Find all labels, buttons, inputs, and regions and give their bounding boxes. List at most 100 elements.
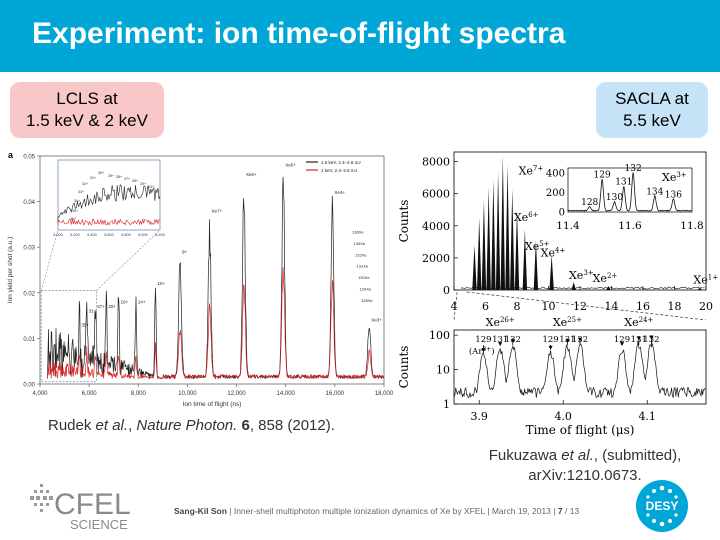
y-tick-label: 4000 [422, 220, 450, 233]
y-axis-title: Counts [397, 200, 411, 243]
arrow-head [498, 342, 503, 347]
inset-y-tick: 400 [546, 168, 565, 179]
slide-title: Experiment: ion time-of-flight spectra [32, 17, 566, 50]
ion-charge: 5+ [539, 240, 549, 248]
title-bar [0, 0, 720, 72]
x-tick-label: 14,000 [277, 391, 296, 397]
x-tick-label: 18 [668, 300, 682, 313]
spectrum-peak [697, 287, 702, 290]
ion-symbol: Xe [541, 246, 555, 259]
spectrum-peak [486, 187, 491, 290]
isotope-label: 136 [665, 190, 682, 200]
spectrum-peak [500, 155, 506, 290]
inset-ion-label: Xe3+ [662, 171, 687, 184]
inset-peak-label: 32+ [82, 182, 88, 186]
isotope-label: 130 [606, 193, 623, 203]
x-tick-label: 4.0 [554, 410, 572, 423]
y-tick-label: 0.01 [23, 337, 35, 343]
spectrum-peak [495, 171, 501, 290]
cfel-science: SCIENCE [70, 517, 128, 532]
peak-label: Xe4+ [334, 190, 345, 195]
inset-peak-label: 24+ [148, 185, 154, 189]
legend-label: 1.5 keV, 2.4–2.6 mJ [321, 160, 361, 165]
y-tick-label: 6000 [422, 188, 450, 201]
lcls-label-box: LCLS at 1.5 keV & 2 keV [10, 82, 164, 138]
ion-symbol: Xe [553, 316, 567, 329]
inset-x-tick: 5,600 [104, 233, 114, 237]
x-tick-label: 16,000 [326, 391, 345, 397]
zoom-connector [96, 229, 161, 291]
inset-peak-label: 34+ [74, 199, 80, 203]
cite2-etal: et al. [561, 447, 594, 464]
y-tick-label: 0.03 [23, 246, 35, 252]
inset-peak-label: 28+ [116, 175, 122, 179]
y-tick-label: 0.02 [23, 291, 35, 297]
peak-label: 20+ [108, 304, 116, 309]
y-tick-label: 0.04 [23, 200, 35, 206]
desy-wordmark: DESY [646, 499, 679, 513]
footer-date: March 19, 2013 [491, 506, 551, 516]
ion-symbol: Xe [593, 272, 607, 285]
isotope-label: 129 [475, 335, 491, 345]
ion-charge: 8+ [482, 346, 491, 353]
y-axis-title: Counts [397, 346, 411, 389]
lcls-tof-chart: a 0.00 0.01 0.02 0.03 0.04 0.05 4,000 6,000 8,000… [7, 150, 394, 408]
cite-volume: 6 [241, 417, 250, 434]
inset-peak-label: 33+ [78, 190, 84, 194]
peak-label: 31+ [89, 309, 97, 314]
legend-label: 2 keV, 2.4–2.6 mJ [321, 168, 357, 173]
ion-charge: 7+ [533, 164, 543, 172]
x-tick-label: 12 [573, 300, 587, 313]
ion-charge: 26+ [500, 316, 515, 324]
ion-charge: 3+ [676, 171, 686, 179]
ion-symbol: Xe [525, 240, 539, 253]
x-tick-label: 3.9 [470, 410, 488, 423]
x-tick-label: 20 [699, 300, 713, 313]
ion-symbol: Xe [693, 274, 707, 287]
x-tick-label: 12,000 [227, 391, 246, 397]
baseline-trace [461, 286, 705, 290]
ion-symbol: Xe [662, 171, 676, 184]
spectrum-peak [522, 229, 528, 290]
ion-label: Xe1+ [693, 274, 718, 287]
isotope-label: 136Xe [352, 230, 364, 235]
arrow-head [636, 336, 641, 341]
isotope-label: 131 [615, 178, 632, 188]
cite-rest: , 858 (2012). [249, 417, 335, 434]
spectrum-peak [481, 200, 487, 290]
peak-label: 35+ [81, 322, 89, 327]
spectrum-trace [453, 342, 706, 399]
isotope-label: 134Xe [354, 241, 366, 246]
x-tick-label: 10,000 [178, 391, 197, 397]
paren: ) [491, 346, 494, 357]
arrow-head [649, 335, 654, 340]
desy-logo: DESY [636, 480, 688, 532]
ion-charge: 3+ [583, 269, 593, 277]
cite-authors: Rudek [48, 417, 96, 434]
ion-label: Xe4+ [541, 246, 566, 259]
x-axis-title: Ion time of flight (ns) [183, 401, 242, 408]
isotope-label: 131Xe [357, 264, 369, 269]
isotope-label: 129 [542, 335, 558, 345]
inset-peak-label: 36+ [70, 217, 76, 221]
sacla-citation: Fukuzawa et al., (submitted), arXiv:1210… [470, 446, 700, 486]
peak-label: 10+ [157, 281, 165, 286]
inset-x-tick: 5,400 [87, 233, 97, 237]
peak-label: Xe7+ [212, 208, 223, 213]
isotope-label: 128Xe [361, 298, 373, 303]
x-tick-label: 4.1 [638, 410, 656, 423]
ion-group-label: Xe25+ [553, 316, 582, 329]
ion-symbol: Xe [486, 316, 500, 329]
footer-talk-title: Inner-shell multiphoton multiple ionizat… [233, 506, 485, 516]
footer-author: Sang-Kil Son [174, 506, 227, 516]
y-tick-label: 8000 [422, 156, 450, 169]
y-tick-label: 100 [429, 329, 450, 342]
sacla-line-1: SACLA at [615, 89, 689, 108]
inset-peak-label: 27+ [124, 177, 130, 181]
inset-y-tick: 0 [559, 208, 565, 219]
panel-label: a [8, 150, 14, 160]
spectrum-peak [477, 217, 482, 290]
isotope-label: 129 [614, 335, 630, 345]
inset-trace-red [57, 218, 161, 226]
cite2-author: Fukuzawa [488, 447, 562, 464]
